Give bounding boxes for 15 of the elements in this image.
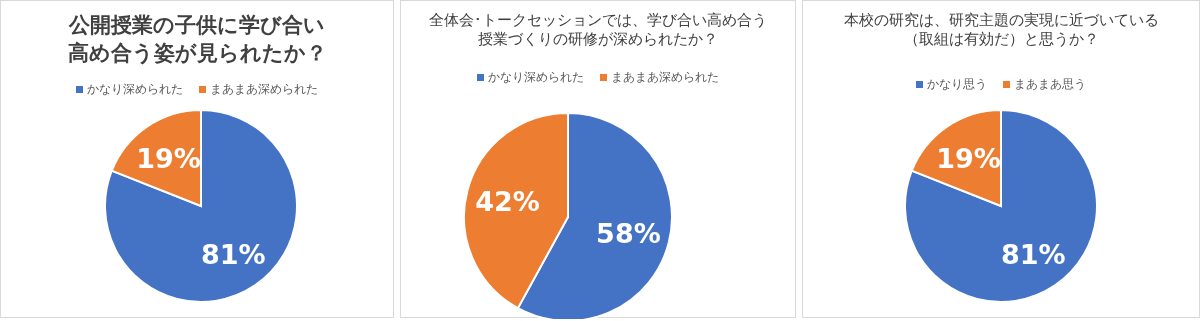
chart-title: 全体会･トークセッションでは、学び合い高め合う授業づくりの研修が深められたか？: [428, 11, 768, 49]
legend-label: まあまあ深められた: [210, 82, 318, 96]
chart-title: 本校の研究は、研究主題の実現に近づいている（取組は有効だ）と思うか？: [842, 11, 1160, 49]
data-label: 81%: [201, 238, 266, 270]
chart-title: 公開授業の子供に学び合い高め合う姿が見られたか？: [66, 12, 328, 67]
data-label: 42%: [475, 186, 540, 218]
legend-label: かなり深められた: [87, 82, 183, 96]
legend-label: かなり深められた: [488, 70, 584, 84]
data-label: 58%: [596, 217, 661, 249]
legend-label: まあまあ思う: [1014, 77, 1086, 91]
data-label: 19%: [136, 143, 201, 175]
data-label: 81%: [1001, 238, 1066, 270]
legend-label: まあまあ深められた: [611, 70, 719, 84]
legend-label: かなり思う: [927, 77, 987, 91]
data-label: 19%: [936, 143, 1001, 175]
